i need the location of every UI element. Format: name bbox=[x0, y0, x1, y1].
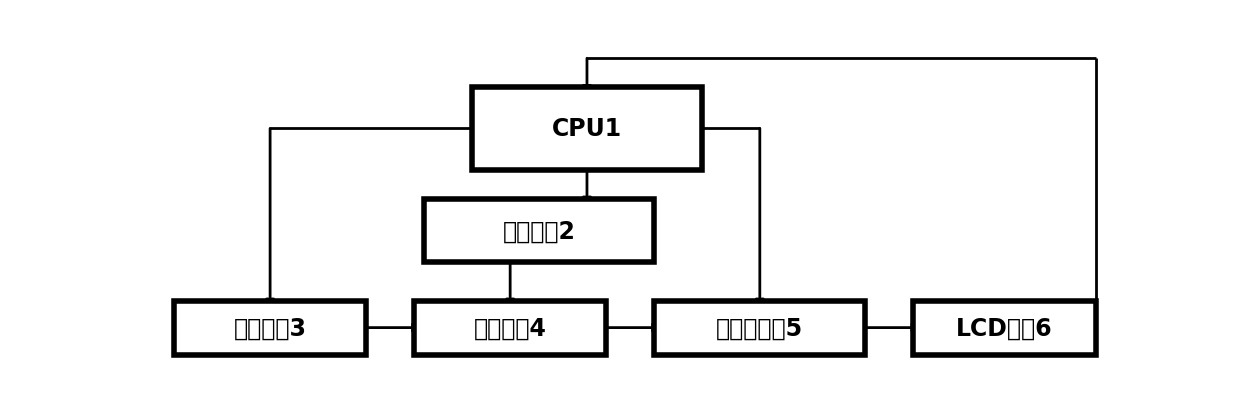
Text: 电源模剗2: 电源模剗2 bbox=[503, 219, 575, 243]
FancyBboxPatch shape bbox=[913, 301, 1097, 355]
Text: 检测模剗4: 检测模剗4 bbox=[473, 316, 546, 340]
Text: 采集模剗3: 采集模剗3 bbox=[234, 316, 306, 340]
FancyBboxPatch shape bbox=[472, 88, 703, 171]
FancyBboxPatch shape bbox=[654, 301, 866, 355]
Text: CPU1: CPU1 bbox=[551, 117, 622, 141]
FancyBboxPatch shape bbox=[173, 301, 367, 355]
FancyBboxPatch shape bbox=[414, 301, 606, 355]
FancyBboxPatch shape bbox=[424, 199, 654, 263]
Text: 多路选通器5: 多路选通器5 bbox=[716, 316, 803, 340]
Text: LCD负袅6: LCD负袅6 bbox=[957, 316, 1053, 340]
